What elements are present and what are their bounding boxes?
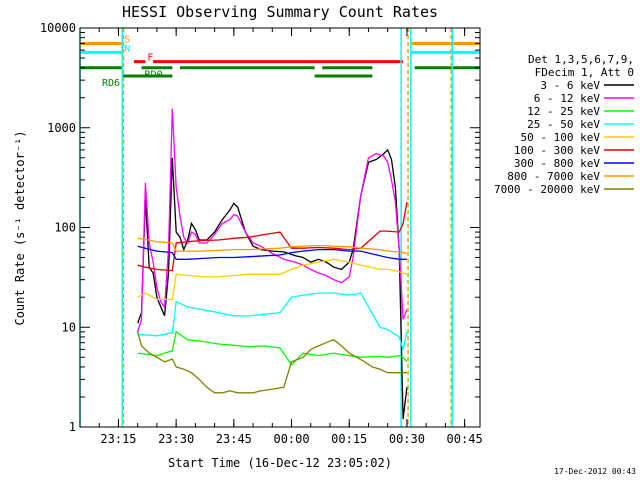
series-line: [137, 148, 408, 420]
y-tick-label: 1000: [47, 121, 76, 135]
x-tick-label: 00:15: [331, 432, 367, 446]
series-line: [137, 245, 407, 260]
legend-entry-label: 300 - 800 keV: [514, 157, 600, 170]
legend-svg: Det 1,3,5,6,7,9,FDecim 1, Att 03 - 6 keV…: [494, 53, 634, 196]
legend-entry-label: 6 - 12 keV: [534, 92, 601, 105]
series-line: [137, 201, 408, 272]
y-tick-label: 100: [54, 221, 76, 235]
legend-entry-label: 25 - 50 keV: [527, 118, 600, 131]
series-line: [137, 258, 408, 301]
legend-header: Det 1,3,5,6,7,9,: [528, 53, 634, 66]
axes-layer: 23:15 23:30 23:45 00:00 00:15 00:30 00:45 1 10 10…: [40, 21, 483, 446]
plot-frame: [79, 27, 481, 428]
flag-label: N: [124, 43, 130, 54]
x-tick-label: 23:45: [216, 432, 252, 446]
x-tick-label: 00:45: [447, 432, 483, 446]
series-line: [137, 331, 407, 394]
x-axis-label: Start Time (16-Dec-12 23:05:02): [168, 456, 392, 470]
legend-entry-label: 50 - 100 keV: [521, 131, 601, 144]
legend-entry-label: 100 - 300 keV: [514, 144, 600, 157]
flags-layer: SNFRD0RD6: [80, 34, 480, 89]
legend-header: FDecim 1, Att 0: [535, 66, 634, 79]
flag-label: S: [124, 34, 130, 45]
legend-entry-label: 800 - 7000 keV: [507, 170, 600, 183]
series-layer: [137, 108, 408, 420]
y-tick-label: 1: [69, 420, 76, 434]
legend-entry-label: 3 - 6 keV: [540, 79, 600, 92]
x-tick-label: 23:30: [158, 432, 194, 446]
series-line: [137, 108, 408, 332]
flag-label: RD6: [102, 78, 120, 89]
footer-date: 17-Dec-2012 00:43: [554, 467, 636, 476]
legend-entry-label: 12 - 25 keV: [527, 105, 600, 118]
x-tick-label: 23:15: [100, 432, 136, 446]
chart-title: HESSI Observing Summary Count Rates: [122, 3, 438, 21]
series-line: [137, 330, 408, 366]
series-line: [137, 292, 408, 352]
y-axis-label: Count Rate (s⁻¹ detector⁻¹): [13, 130, 27, 325]
series-line: [137, 237, 408, 255]
x-tick-label: 00:30: [389, 432, 425, 446]
legend-entry-label: 7000 - 20000 keV: [494, 183, 600, 196]
x-tick-label: 00:00: [273, 432, 309, 446]
vertical-markers: [79, 28, 454, 427]
y-tick-label: 10000: [40, 21, 76, 35]
y-tick-label: 10: [62, 320, 76, 334]
flag-label: F: [147, 53, 153, 64]
